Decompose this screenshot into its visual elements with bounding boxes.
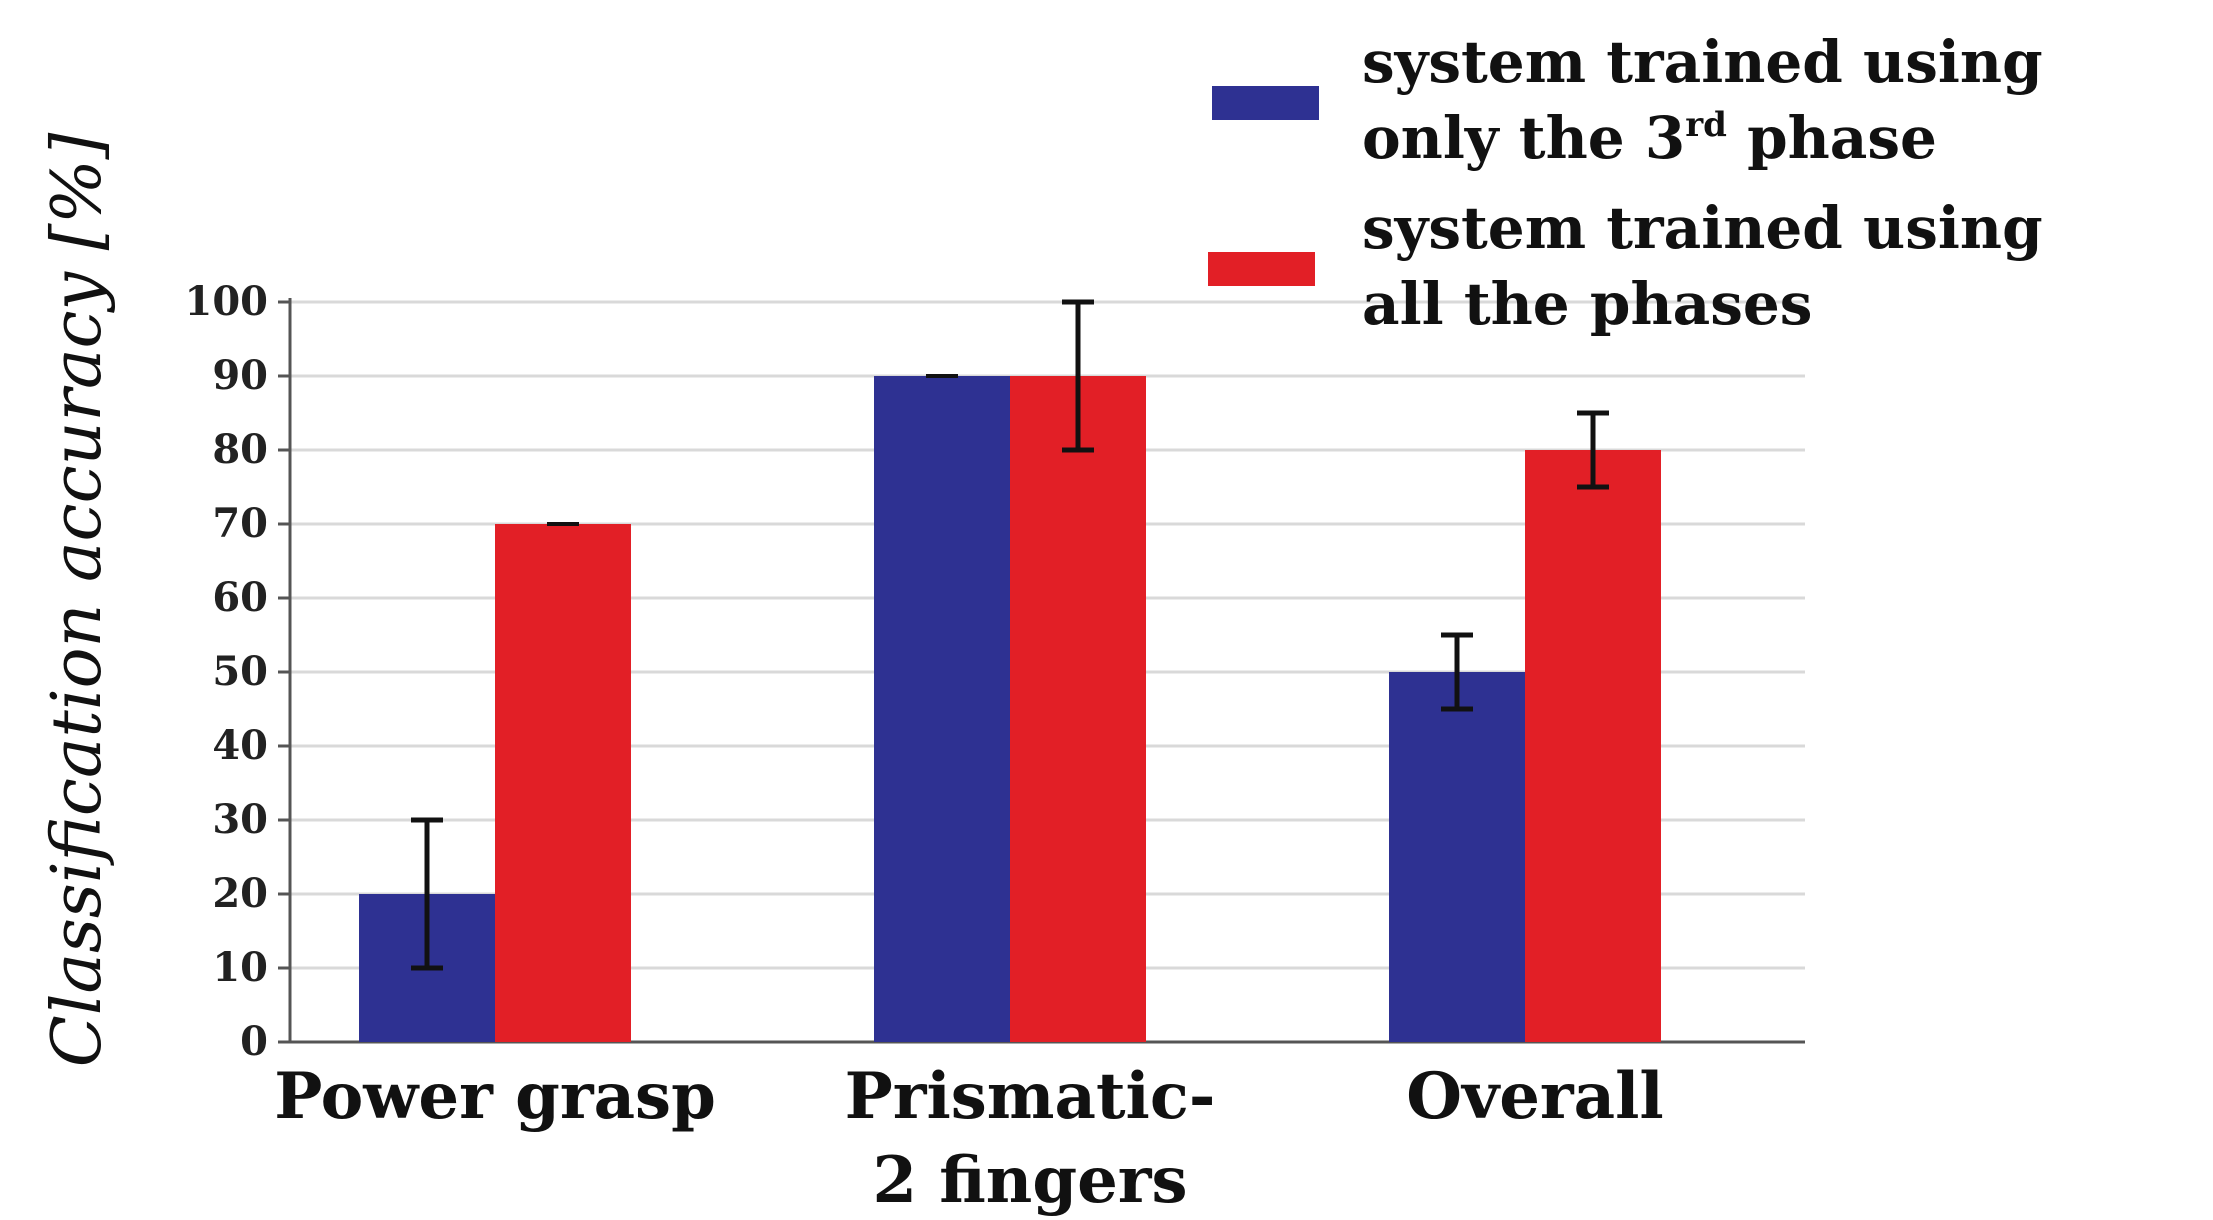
y-tick-label: 40 <box>212 722 268 769</box>
y-tick-label: 90 <box>212 352 268 399</box>
y-tick-label: 100 <box>185 278 269 325</box>
y-tick-label: 0 <box>240 1018 268 1065</box>
bar-1-2 <box>874 376 1010 1042</box>
y-tick-label: 80 <box>212 426 268 473</box>
bar-2-2 <box>1010 376 1146 1042</box>
y-tick-label: 10 <box>212 944 268 991</box>
x-category-label: Overall <box>1406 1059 1663 1134</box>
bar-1-3 <box>1389 672 1525 1042</box>
legend-label-2: all the phases <box>1362 270 1812 338</box>
x-category-label: Power grasp <box>274 1059 716 1134</box>
x-category-label: Prismatic- <box>845 1059 1216 1134</box>
bar-2-1 <box>495 524 631 1042</box>
y-tick-label: 50 <box>212 648 268 695</box>
y-tick-label: 60 <box>212 574 268 621</box>
bar-2-3 <box>1525 450 1661 1042</box>
y-tick-label: 30 <box>212 796 268 843</box>
legend-label-1: system trained using <box>1362 28 2043 96</box>
x-category-label: 2 fingers <box>872 1143 1187 1218</box>
legend-swatch-2 <box>1208 252 1315 286</box>
y-axis-label: Classification accuracy [%] <box>38 132 117 1067</box>
legend-label-2: system trained using <box>1362 194 2043 262</box>
legend-label-1: only the 3rd phase <box>1362 104 1937 172</box>
y-tick-label: 20 <box>212 870 268 917</box>
legend-swatch-1 <box>1212 86 1319 120</box>
y-tick-label: 70 <box>212 500 268 547</box>
